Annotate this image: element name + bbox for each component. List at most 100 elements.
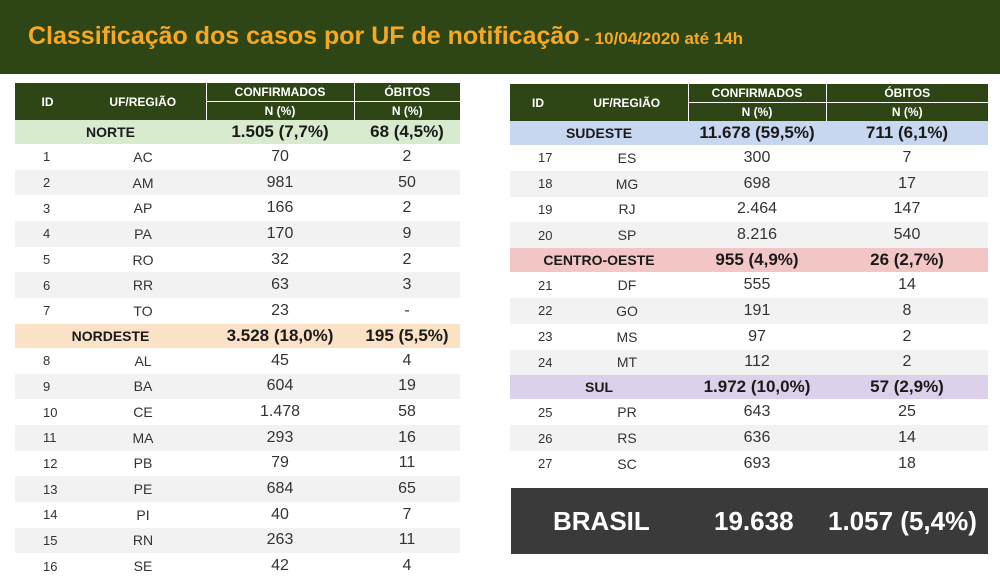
region-row-norte: NORTE 1.505 (7,7%) 68 (4,5%) [15,120,460,144]
table-row: 6 RR 63 3 [15,272,460,299]
region-name: NORTE [15,120,206,144]
table-row: 7 TO 23 - [15,298,460,324]
row-uf: RN [80,527,206,554]
table-row: 12 PB 79 11 [15,451,460,477]
row-id: 11 [15,424,80,451]
row-id: 19 [538,201,553,217]
row-confirmados: 63 [206,272,354,299]
table-row: 23 MS 97 2 [510,324,988,350]
col-confirmados-header: CONFIRMADOS [687,84,826,103]
row-uf: CE [133,404,153,421]
region-name: CENTRO-OESTE [510,248,688,273]
row-confirmados: 693 [743,454,771,472]
row-uf: RO [132,251,154,268]
row-id: 2 [15,169,80,196]
row-uf: PE [80,476,206,502]
col-confirmados-header: CONFIRMADOS [205,83,354,102]
table-row: 3 AP 166 2 [15,195,460,221]
row-id: 26 [510,425,566,451]
region-name: SUDESTE [510,121,688,145]
row-id: 7 [43,303,51,319]
row-uf: PI [136,506,150,523]
region-name: SUL [510,375,688,400]
table-row: 13 PE 684 65 [15,476,460,502]
table-row: 25 PR 643 25 [510,399,988,425]
col-obitos-header: ÓBITOS [825,84,988,103]
col-confirmados-subheader: N (%) [687,102,826,121]
region-confirmados: 955 (4,9%) [688,248,826,273]
row-obitos: 58 [398,403,416,421]
row-obitos: 17 [826,170,988,197]
row-uf: SE [133,558,153,575]
row-uf: DF [617,277,637,294]
row-uf: RS [566,425,688,451]
row-uf: TO [133,302,153,319]
brasil-confirmados: 19.638 [714,506,794,536]
row-id: 17 [538,150,553,166]
row-obitos: 16 [354,424,460,451]
table-row: 2 AM 981 50 [15,169,460,196]
region-confirmados: 3.528 (18,0%) [206,323,354,348]
row-confirmados: 32 [271,250,289,268]
row-uf: RR [80,272,206,299]
table-row: 15 RN 263 11 [15,527,460,554]
right-table: ID UF/REGIÃO CONFIRMADOS ÓBITOS N (%) N … [510,84,988,477]
table-row: 4 PA 170 9 [15,221,460,247]
row-obitos: 2 [402,147,412,165]
row-confirmados: 981 [206,169,354,196]
row-uf: GO [566,297,688,324]
row-id: 23 [538,329,553,345]
col-uf-header: UF/REGIÃO [566,84,688,121]
col-id-header: ID [510,84,566,121]
row-uf: MT [566,349,688,376]
row-uf: AM [80,169,206,196]
col-obitos-subheader: N (%) [353,101,460,120]
row-confirmados: 23 [271,301,289,319]
row-obitos: 14 [826,425,988,451]
region-row-sudeste: SUDESTE 11.678 (59,5%) 711 (6,1%) [510,121,988,145]
table-row: 14 PI 40 7 [15,502,460,528]
row-confirmados: 8.216 [688,222,826,249]
brasil-obitos: 1.057 (5,4%) [828,506,977,536]
col-id-header: ID [15,83,80,120]
row-id: 13 [15,476,80,502]
table-row: 21 DF 555 14 [510,272,988,298]
row-id: 25 [538,404,553,420]
table-row: 8 AL 45 4 [15,348,460,374]
row-id: 4 [15,221,80,247]
region-confirmados: 1.505 (7,7%) [206,120,354,144]
table-row: 1 AC 70 2 [15,144,460,170]
row-confirmados: 45 [271,351,289,369]
region-obitos: 711 (6,1%) [826,121,988,145]
row-uf: RJ [618,201,636,218]
row-uf: ES [617,149,637,166]
row-obitos: 11 [398,454,416,472]
row-id: 21 [538,277,553,293]
table-row: 17 ES 300 7 [510,145,988,171]
table-row: 10 CE 1.478 58 [15,399,460,425]
row-id: 24 [510,349,566,376]
row-id: 20 [510,222,566,249]
row-obitos: 2 [902,327,912,345]
row-confirmados: 684 [206,476,354,502]
row-obitos: 4 [402,351,412,369]
content-area: ID UF/REGIÃO CONFIRMADOS ÓBITOS N (%) N … [0,74,1000,574]
row-confirmados: 698 [688,170,826,197]
page-title: Classificação dos casos por UF de notifi… [28,22,743,51]
row-obitos: 65 [354,476,460,502]
row-uf: AP [133,200,153,217]
row-confirmados: 166 [266,199,294,217]
region-obitos: 57 (2,9%) [826,375,988,400]
row-confirmados: 170 [206,221,354,247]
row-id: 3 [43,200,51,216]
row-confirmados: 2.464 [736,200,778,218]
row-id: 27 [538,456,553,472]
table-row: 11 MA 293 16 [15,424,460,451]
region-confirmados: 11.678 (59,5%) [688,121,826,145]
row-confirmados: 42 [271,557,289,575]
row-id: 10 [43,404,58,420]
row-obitos: 3 [354,272,460,299]
row-id: 12 [43,455,58,471]
row-confirmados: 643 [743,403,771,421]
region-obitos: 68 (4,5%) [354,120,460,144]
